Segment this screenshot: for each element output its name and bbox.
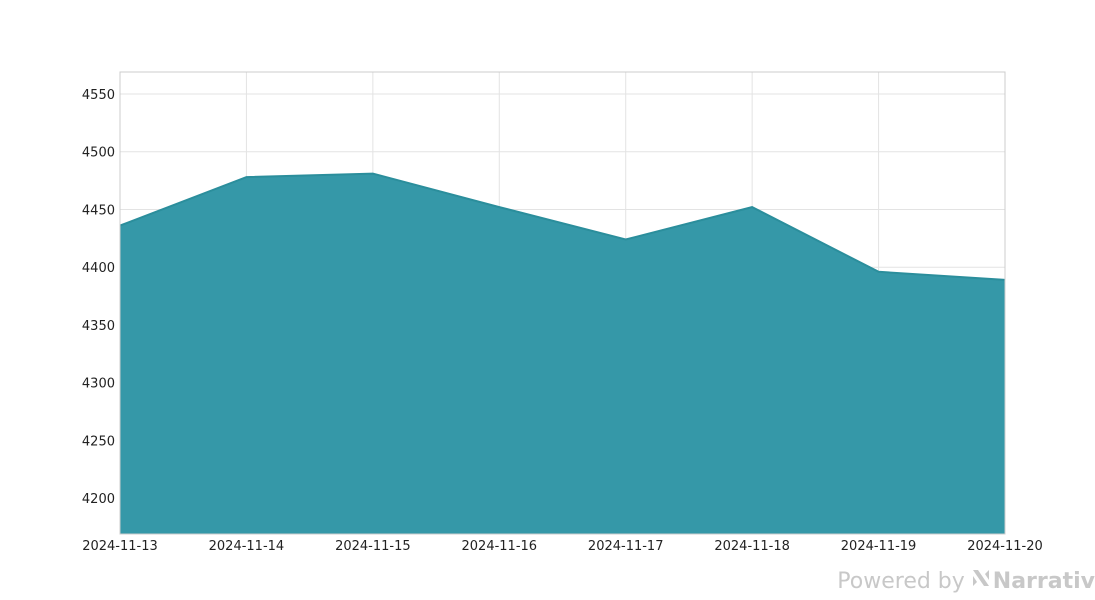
x-axis-ticks: 2024-11-13 2024-11-14 2024-11-15 2024-11-16… <box>82 539 1043 554</box>
y-tick-label: 4300 <box>82 377 115 392</box>
series-line <box>119 172 1006 281</box>
y-tick-label: 4450 <box>82 203 115 218</box>
watermark-brand-text: Narrativ <box>992 568 1095 594</box>
watermark-brand: Narrativ <box>971 568 1095 594</box>
x-tick-label: 2024-11-14 <box>209 539 285 554</box>
x-tick-label: 2024-11-13 <box>82 539 158 554</box>
x-tick-label: 2024-11-19 <box>841 539 917 554</box>
y-tick-label: 4200 <box>82 492 115 507</box>
plot-frame <box>119 71 1006 535</box>
x-tick-label: 2024-11-17 <box>588 539 664 554</box>
watermark-prefix: Powered by <box>837 568 965 594</box>
x-tick-label: 2024-11-15 <box>335 539 411 554</box>
x-tick-label: 2024-11-20 <box>967 539 1043 554</box>
narrativ-logo-icon <box>971 568 991 594</box>
y-tick-label: 4250 <box>82 434 115 449</box>
area-fill <box>120 173 1005 534</box>
y-tick-label: 4500 <box>82 146 115 161</box>
y-tick-label: 4350 <box>82 319 115 334</box>
x-tick-label: 2024-11-16 <box>462 539 538 554</box>
x-tick-label: 2024-11-18 <box>714 539 790 554</box>
y-tick-label: 4550 <box>82 88 115 103</box>
y-axis-ticks: 4200 4250 4300 4350 4400 4450 4500 4550 <box>82 88 115 507</box>
y-tick-label: 4400 <box>82 261 115 276</box>
powered-by-watermark: Powered by Narrativ <box>837 566 1095 596</box>
